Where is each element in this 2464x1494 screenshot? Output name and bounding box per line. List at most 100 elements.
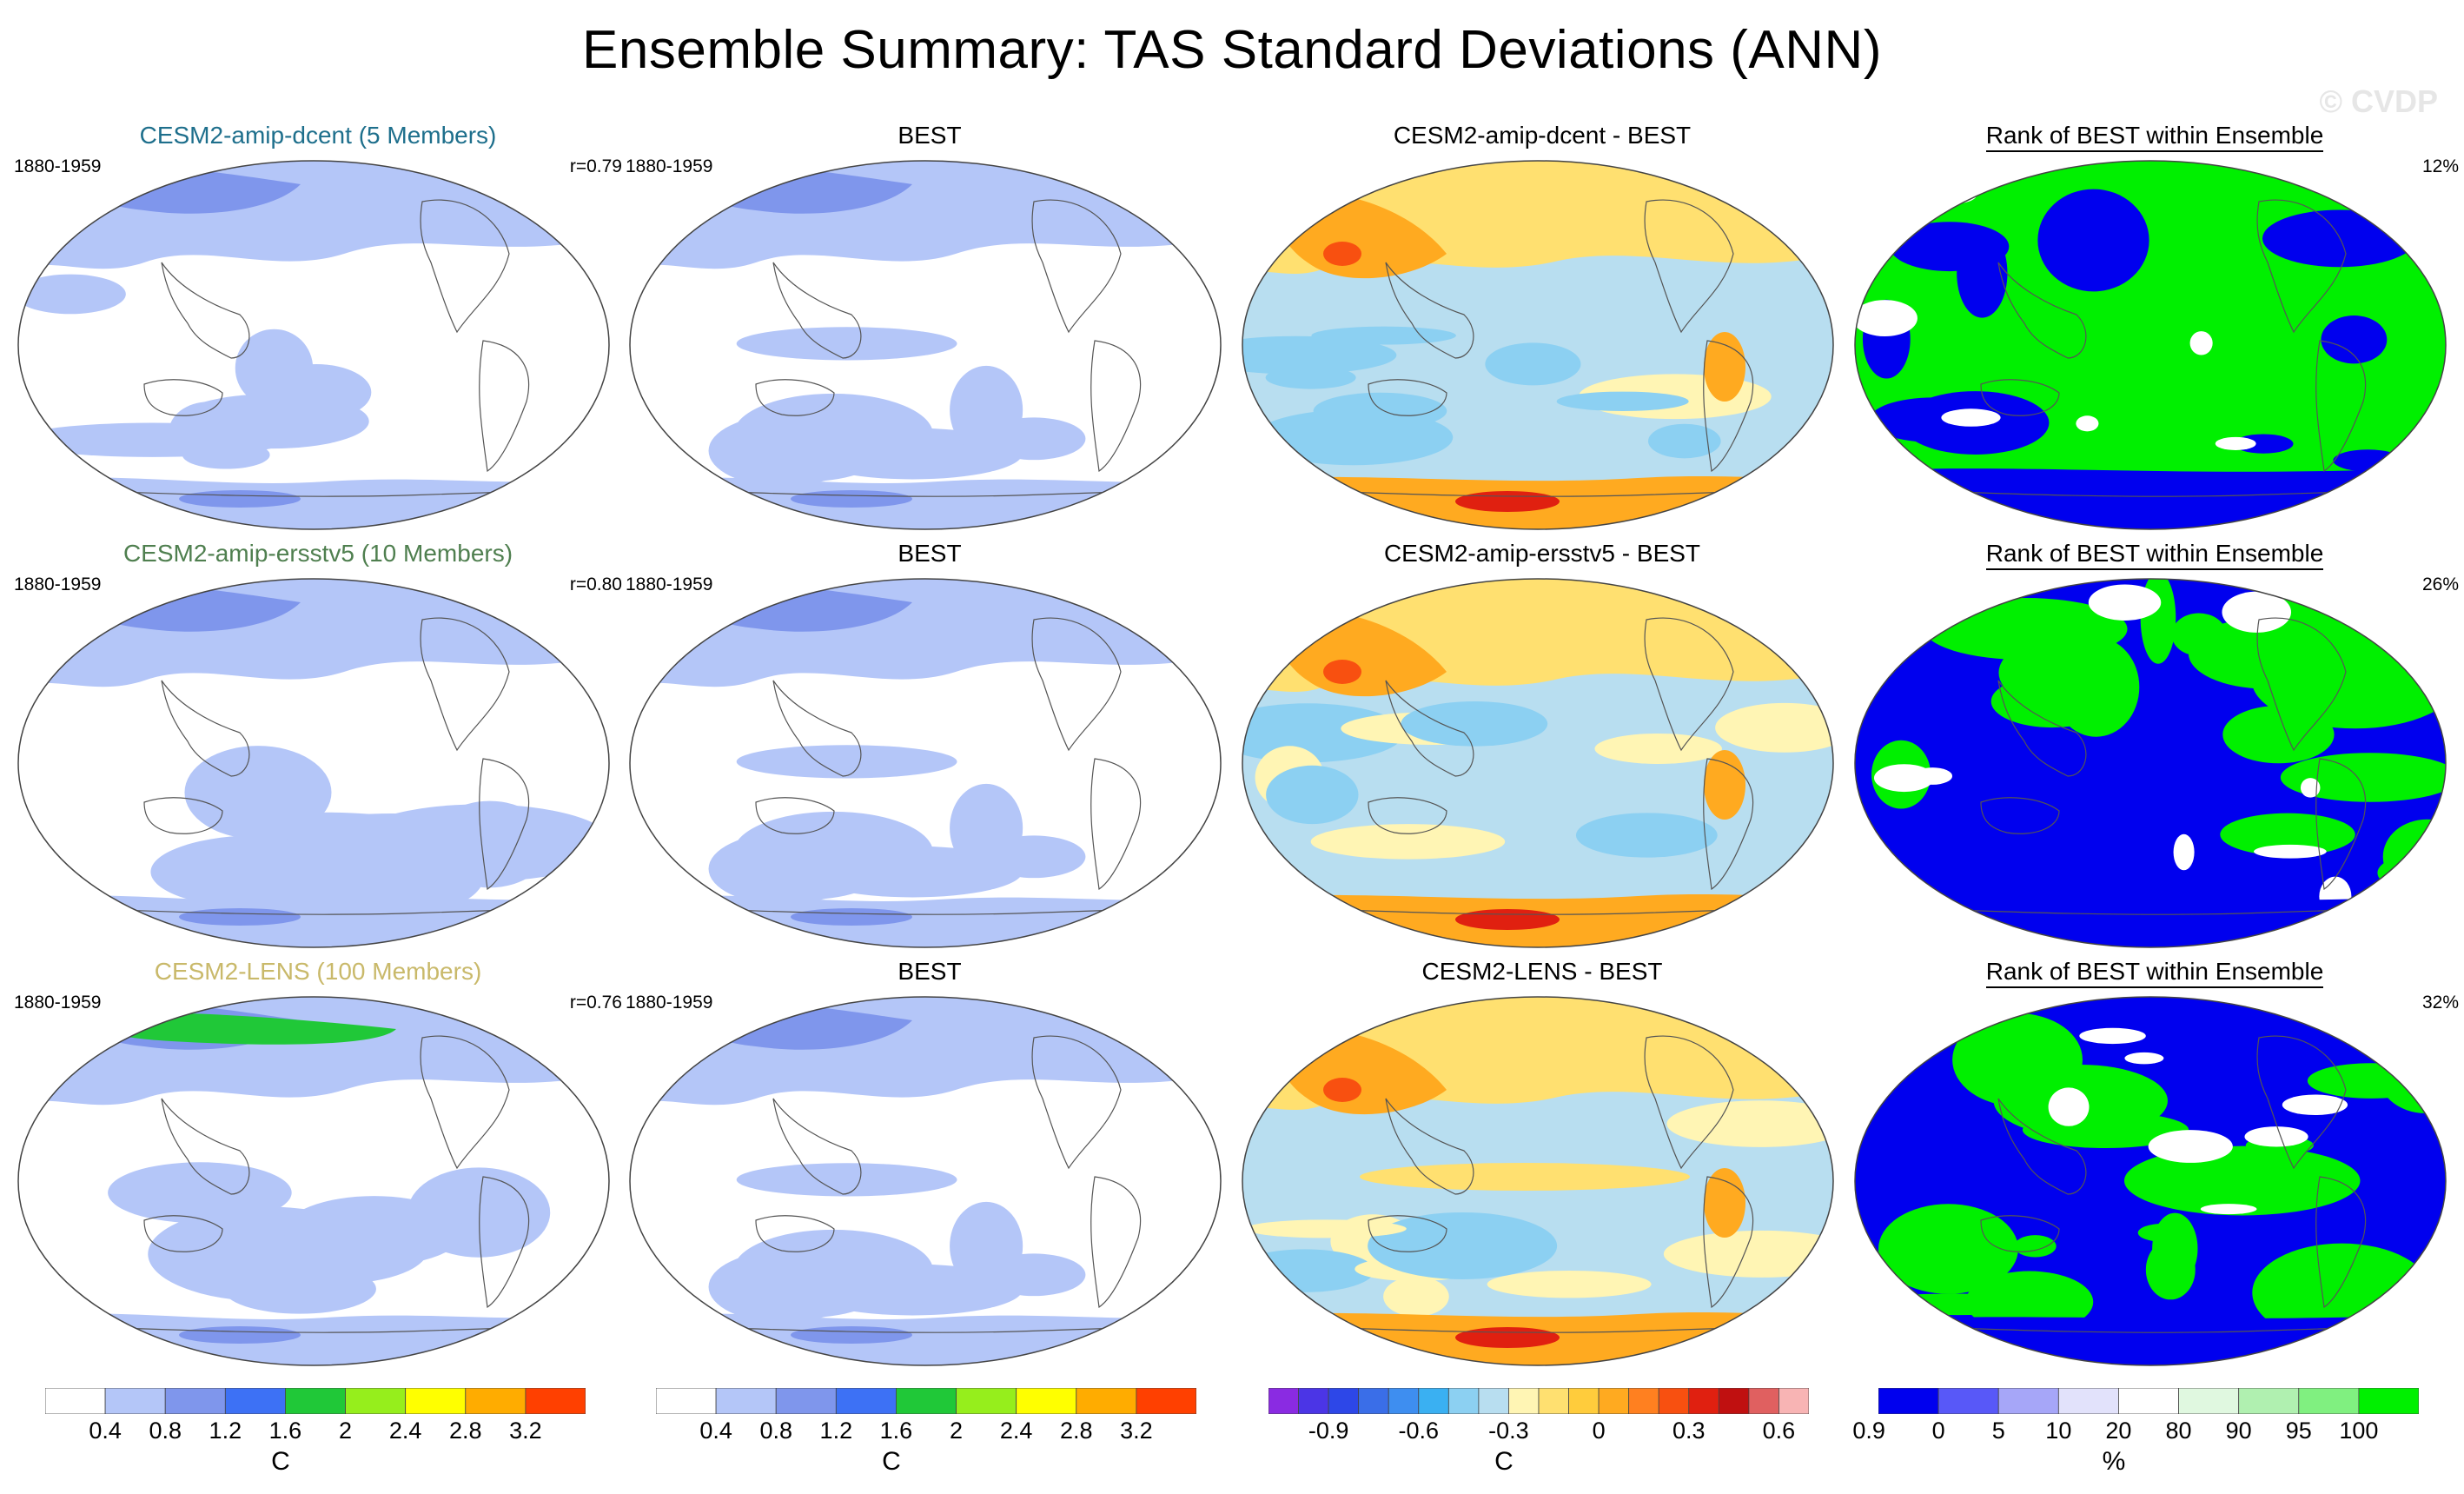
sd-blob — [176, 1179, 278, 1232]
panel-title: Rank of BEST within Ensemble — [1851, 540, 2459, 570]
rank-blob — [1912, 767, 1953, 785]
colorbar-tick-label: 2 — [339, 1418, 353, 1444]
colorbar-swatch — [656, 1388, 717, 1414]
colorbar-tick-label: 20 — [2105, 1418, 2132, 1444]
panel-title-text: CESM2-amip-dcent - BEST — [1393, 122, 1692, 149]
colorbar-tick-label: 5 — [1991, 1418, 2005, 1444]
map-sd — [629, 160, 1222, 530]
sd-blob — [283, 1196, 465, 1266]
coastline-asia — [1385, 680, 1474, 777]
rank-blob — [1957, 228, 2008, 318]
panel-title-text: Rank of BEST within Ensemble — [1985, 958, 2324, 988]
panel-period-label: 1880-1959 — [14, 156, 102, 176]
diff-antarctic-hot — [1455, 1327, 1560, 1348]
coastline-south-america — [2315, 1176, 2367, 1309]
map-field — [630, 161, 1221, 529]
colorbar-swatch — [715, 1388, 777, 1414]
map-outline — [17, 578, 610, 948]
rank-south-band — [1855, 467, 2446, 529]
rank-blob — [2200, 1204, 2257, 1215]
rank-blob — [2321, 315, 2388, 364]
panel-title: CESM2-amip-ersstv5 (10 Members) — [14, 540, 622, 568]
coastline-north-america — [1031, 199, 1122, 334]
diff-south-america-warm — [1704, 1168, 1745, 1238]
rank-blob — [2076, 415, 2099, 432]
sd-blob — [18, 274, 126, 315]
panel-rank-percent: 32% — [2421, 993, 2459, 1013]
colorbar-swatch — [1778, 1388, 1809, 1414]
colorbar-swatch — [1016, 1388, 1077, 1414]
coastline-south-america — [2315, 758, 2367, 891]
colorbar-tick-label: 1.2 — [819, 1418, 853, 1444]
map-field — [1242, 161, 1833, 529]
map-sd — [629, 578, 1222, 948]
diff-blob — [1715, 702, 1833, 753]
colorbar-swatches — [656, 1388, 1196, 1414]
coastline-australia — [1980, 1215, 2060, 1252]
rank-blob — [2088, 584, 2162, 621]
panel-best-sd-row2: BEST 1880-1959 — [626, 540, 1234, 966]
colorbar-labels: 0 5 10 20 80 90 95 100 — [1878, 1414, 2419, 1445]
colorbar-tick-label: 2.8 — [448, 1418, 482, 1444]
diff-blob — [1254, 409, 1454, 466]
sd-south-band — [18, 1313, 609, 1365]
map-outline — [1242, 578, 1834, 948]
colorbar-swatch — [1358, 1388, 1389, 1414]
map-field — [18, 161, 609, 529]
coastline-asia — [1997, 680, 2087, 777]
sd-blob — [736, 327, 957, 361]
panel-rank-best-row2: Rank of BEST within Ensemble 26% — [1851, 540, 2459, 966]
rank-blob — [2189, 331, 2213, 355]
rank-south-band — [1855, 1314, 2446, 1365]
coastline-south-america — [1703, 340, 1754, 473]
colorbar-tick-label: 90 — [2225, 1418, 2252, 1444]
sd-blob — [733, 811, 933, 893]
map-rank — [1854, 996, 2447, 1366]
rank-blob — [2173, 833, 2195, 871]
rank-colorbar: 0 5 10 20 80 90 95 100 — [1878, 1388, 2419, 1445]
sd-blob — [286, 813, 498, 860]
colorbar-unit: C — [882, 1447, 901, 1476]
panel-cesm2-amip-ersstv5-minus-best: CESM2-amip-ersstv5 - BEST — [1238, 540, 1846, 966]
colorbar-swatch — [1598, 1388, 1630, 1414]
rank-blob — [2327, 173, 2410, 203]
sd-antarctic-patch — [179, 1326, 301, 1344]
colorbar-swatch — [956, 1388, 1017, 1414]
colorbar-swatch — [1136, 1388, 1196, 1414]
diff-blob — [1594, 733, 1722, 765]
colorbar-swatch — [2358, 1388, 2419, 1414]
rank-blob — [2124, 1052, 2164, 1065]
diff-blob — [1556, 391, 1689, 411]
sd-blob — [982, 835, 1086, 879]
rank-blob — [2052, 637, 2140, 737]
rank-blob — [2048, 1087, 2090, 1126]
sd-blob — [176, 394, 369, 449]
colorbar-swatch — [775, 1388, 837, 1414]
panel-title-text: Rank of BEST within Ensemble — [1985, 122, 2324, 152]
panel-cesm2-amip-ersstv5-sd: CESM2-amip-ersstv5 (10 Members) 1880-1959… — [14, 540, 622, 966]
map-field — [1855, 579, 2446, 947]
sd-antarctic-patch — [179, 908, 301, 926]
sd-south-band — [18, 477, 609, 529]
colorbar-swatch — [2118, 1388, 2179, 1414]
coastline-asia — [161, 262, 250, 359]
sd-colorbar-2: 0.4 0.8 1.2 1.6 2 2.4 2.8 3.2 — [656, 1388, 1196, 1445]
map-sd — [17, 578, 610, 948]
map-field — [630, 997, 1221, 1365]
colorbar-swatch — [1508, 1388, 1540, 1414]
diff-blob — [1266, 765, 1359, 825]
colorbar-tick-label: 0 — [1931, 1418, 1945, 1444]
rank-blob — [2307, 1063, 2435, 1099]
rank-blob — [1855, 300, 1918, 337]
panel-title: BEST — [626, 958, 1234, 986]
map-diff — [1242, 996, 1834, 1366]
sd-antarctic-patch — [791, 490, 912, 508]
diff-blob — [1575, 813, 1718, 858]
coastline-australia — [755, 1215, 835, 1252]
diff-blob — [1383, 1276, 1449, 1317]
main-title: Ensemble Summary: TAS Standard Deviation… — [582, 20, 1882, 80]
colorbar-swatch — [896, 1388, 957, 1414]
coastline-south-america — [1090, 340, 1142, 473]
panel-title: BEST — [626, 122, 1234, 149]
colorbar-swatch — [1937, 1388, 1999, 1414]
